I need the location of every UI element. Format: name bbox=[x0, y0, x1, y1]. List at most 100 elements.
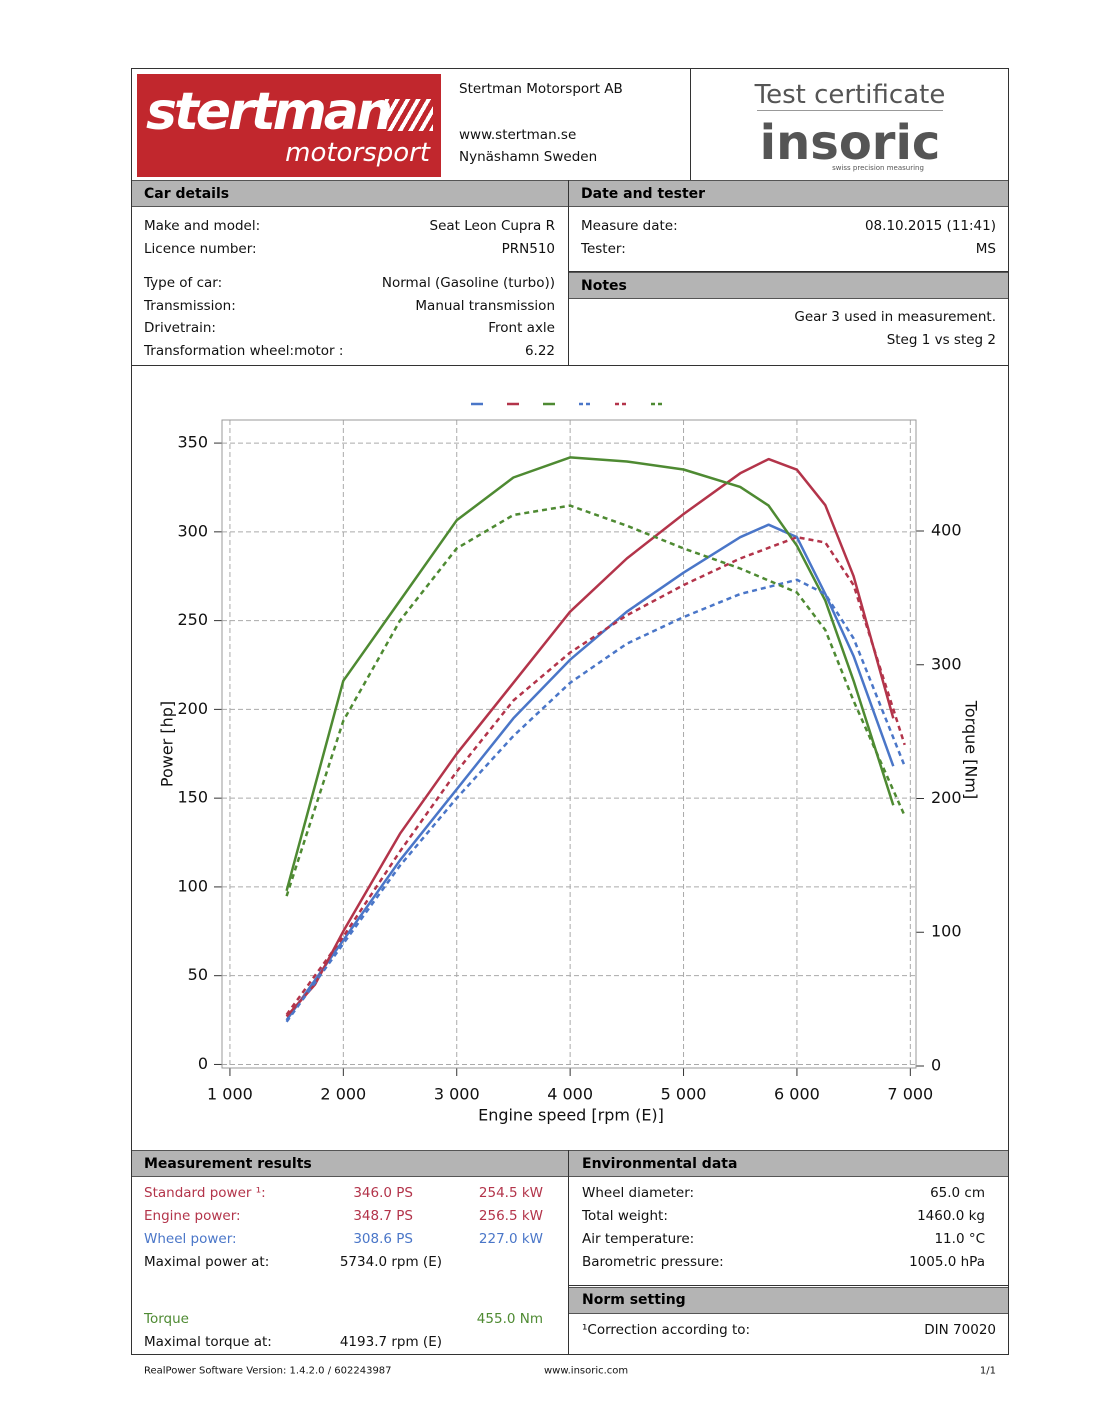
logo-sub: motorsport bbox=[285, 138, 430, 168]
value: 348.7 PS bbox=[353, 1208, 413, 1224]
x-tick-label: 6 000 bbox=[774, 1085, 820, 1104]
value: MS bbox=[975, 241, 996, 257]
label: ¹Correction according to: bbox=[582, 1322, 751, 1338]
certificate: Test certificate bbox=[754, 80, 946, 110]
label: Licence number: bbox=[144, 241, 257, 257]
y-tick-label: 150 bbox=[177, 788, 208, 807]
divider bbox=[568, 271, 1008, 272]
value: 6.22 bbox=[524, 343, 555, 359]
logo-main: stertman bbox=[146, 82, 393, 142]
x-tick-label: 1 000 bbox=[207, 1085, 253, 1104]
value: 1005.0 hPa bbox=[909, 1254, 985, 1270]
y2-tick-label: 400 bbox=[931, 521, 962, 540]
label: Wheel power: bbox=[144, 1231, 237, 1247]
value: DIN 70020 bbox=[924, 1322, 996, 1338]
label: Total weight: bbox=[582, 1208, 668, 1224]
x-tick-label: 3 000 bbox=[434, 1085, 480, 1104]
label: Wheel diameter: bbox=[582, 1185, 695, 1201]
label: Transmission: bbox=[144, 298, 236, 314]
website: www.stertman.se bbox=[459, 127, 577, 143]
y2-tick-label: 300 bbox=[931, 654, 962, 673]
series-line bbox=[285, 535, 906, 1016]
label: Drivetrain: bbox=[144, 320, 216, 336]
divider bbox=[690, 68, 691, 180]
x-tick-label: 5 000 bbox=[661, 1085, 707, 1104]
value: 455.0 Nm bbox=[476, 1311, 543, 1327]
value: 08.10.2015 (11:41) bbox=[864, 218, 996, 234]
section-title: Measurement results bbox=[144, 1156, 312, 1172]
x-tick-label: 2 000 bbox=[320, 1085, 366, 1104]
y2-axis-label: Torque [Nm] bbox=[962, 700, 981, 799]
value: Front axle bbox=[488, 320, 555, 336]
section-bar bbox=[569, 272, 1008, 299]
brand-tagline: swiss precision measuring bbox=[832, 164, 924, 172]
y-tick-label: 350 bbox=[177, 433, 208, 452]
company: Stertman Motorsport AB bbox=[459, 81, 623, 97]
label: Make and model: bbox=[144, 218, 261, 234]
y-tick-label: 200 bbox=[177, 699, 208, 718]
section-title: Norm setting bbox=[582, 1292, 686, 1308]
value: 5734.0 rpm (E) bbox=[339, 1254, 442, 1270]
label: Transformation wheel:motor : bbox=[144, 343, 344, 359]
value: 65.0 cm bbox=[930, 1185, 985, 1201]
value: 346.0 PS bbox=[353, 1185, 413, 1201]
value: Manual transmission bbox=[415, 298, 555, 314]
frame bbox=[131, 68, 1009, 1355]
section-bar bbox=[132, 1150, 1008, 1177]
label: Type of car: bbox=[144, 275, 223, 291]
divider bbox=[568, 1285, 1008, 1286]
y-axis-label: Power [hp] bbox=[158, 701, 177, 787]
label: Tester: bbox=[581, 241, 626, 257]
footer-page: 1/1 bbox=[979, 1365, 996, 1377]
y-tick-label: 0 bbox=[198, 1054, 208, 1073]
label: Maximal power at: bbox=[144, 1254, 270, 1270]
series-line bbox=[285, 523, 895, 1021]
series-line bbox=[285, 504, 906, 897]
note: Gear 3 used in measurement. bbox=[794, 309, 996, 325]
label: Barometric pressure: bbox=[582, 1254, 724, 1270]
y-tick-label: 250 bbox=[177, 610, 208, 629]
divider bbox=[568, 1150, 569, 1355]
location: Nynäshamn Sweden bbox=[459, 149, 598, 165]
y2-tick-label: 100 bbox=[931, 922, 962, 941]
x-tick-label: 4 000 bbox=[547, 1085, 593, 1104]
divider bbox=[568, 180, 569, 365]
plot-frame bbox=[221, 419, 917, 1069]
value: 256.5 kW bbox=[478, 1208, 543, 1224]
value: 11.0 °C bbox=[934, 1231, 985, 1247]
label: Standard power ¹: bbox=[144, 1185, 266, 1201]
value: 1460.0 kg bbox=[917, 1208, 985, 1224]
label: Maximal torque at: bbox=[144, 1334, 272, 1350]
y2-tick-label: 200 bbox=[931, 788, 962, 807]
label: Torque bbox=[144, 1311, 189, 1327]
section-title: Date and tester bbox=[581, 186, 706, 202]
divider bbox=[131, 365, 1009, 366]
y-tick-label: 100 bbox=[177, 876, 208, 895]
y-tick-label: 50 bbox=[188, 965, 208, 984]
label: Air temperature: bbox=[582, 1231, 695, 1247]
value: 254.5 kW bbox=[478, 1185, 543, 1201]
x-tick-label: 7 000 bbox=[887, 1085, 933, 1104]
series-line bbox=[285, 578, 906, 1023]
logo-stripes bbox=[385, 99, 433, 131]
section-title: Car details bbox=[144, 186, 230, 202]
section-bar bbox=[132, 180, 1008, 207]
value: 308.6 PS bbox=[353, 1231, 413, 1247]
x-axis-label: Engine speed [rpm (E)] bbox=[478, 1106, 664, 1125]
brand: insoric bbox=[759, 115, 941, 171]
y-tick-label: 300 bbox=[177, 521, 208, 540]
divider bbox=[757, 110, 943, 111]
value: 4193.7 rpm (E) bbox=[339, 1334, 442, 1350]
value: Normal (Gasoline (turbo)) bbox=[381, 275, 555, 291]
value: PRN510 bbox=[501, 241, 555, 257]
section-title: Environmental data bbox=[582, 1156, 738, 1172]
label: Measure date: bbox=[581, 218, 678, 234]
note: Steg 1 vs steg 2 bbox=[886, 332, 996, 348]
footer-software: RealPower Software Version: 1.4.2.0 / 60… bbox=[144, 1365, 392, 1377]
section-bar bbox=[569, 1287, 1008, 1314]
value: Seat Leon Cupra R bbox=[429, 218, 555, 234]
section-title: Notes bbox=[581, 278, 627, 294]
footer-website: www.insoric.com bbox=[544, 1365, 629, 1377]
